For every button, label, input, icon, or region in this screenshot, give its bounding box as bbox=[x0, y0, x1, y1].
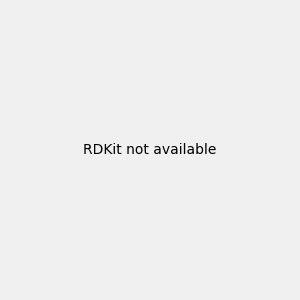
Text: RDKit not available: RDKit not available bbox=[83, 143, 217, 157]
